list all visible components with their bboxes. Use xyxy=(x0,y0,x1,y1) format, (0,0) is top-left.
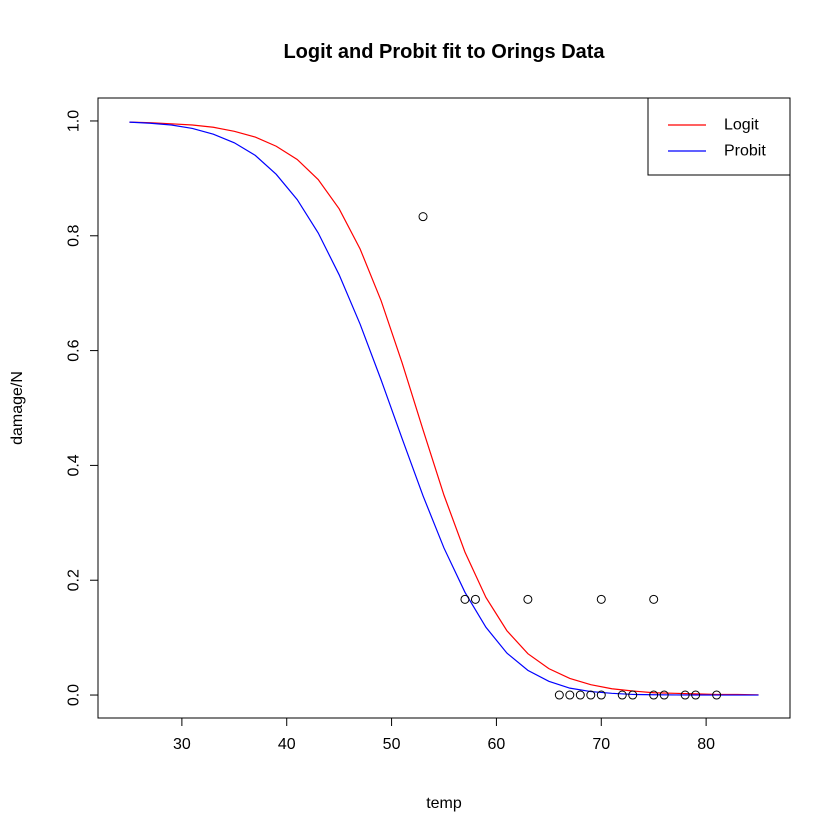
series-line-probit xyxy=(129,121,759,696)
y-axis: 0.0 0.2 0.4 0.6 0.8 1.0 xyxy=(66,110,99,706)
x-tick-label: 70 xyxy=(592,736,610,753)
y-tick-label: 0.2 xyxy=(66,569,83,591)
data-point xyxy=(565,690,575,700)
x-tick-label: 40 xyxy=(278,736,296,753)
data-point xyxy=(691,690,701,700)
x-axis-label: temp xyxy=(426,795,462,812)
x-tick-label: 30 xyxy=(173,736,191,753)
y-tick-label: 0.0 xyxy=(66,684,83,706)
data-point xyxy=(575,690,585,700)
data-point xyxy=(628,690,638,700)
data-point xyxy=(523,594,533,604)
data-point xyxy=(649,690,659,700)
data-point xyxy=(712,690,722,700)
data-point xyxy=(596,594,606,604)
data-point xyxy=(659,690,669,700)
y-tick-label: 0.8 xyxy=(66,225,83,247)
data-point xyxy=(596,690,606,700)
y-tick-label: 1.0 xyxy=(66,110,83,132)
data-point xyxy=(418,212,428,222)
x-tick-label: 50 xyxy=(383,736,401,753)
data-point xyxy=(617,690,627,700)
x-tick-label: 60 xyxy=(488,736,506,753)
data-point xyxy=(680,690,690,700)
y-axis-label: damage/N xyxy=(9,371,26,445)
legend: Logit Probit xyxy=(647,97,791,176)
legend-box xyxy=(647,97,791,176)
y-tick-label: 0.6 xyxy=(66,339,83,361)
x-tick-label: 80 xyxy=(697,736,715,753)
plot-area-border xyxy=(97,97,791,719)
legend-label-probit: Probit xyxy=(724,143,766,160)
data-point xyxy=(460,594,470,604)
data-points xyxy=(418,212,722,700)
legend-label-logit: Logit xyxy=(724,117,759,134)
data-point xyxy=(649,594,659,604)
series-lines xyxy=(129,121,759,696)
y-tick-label: 0.4 xyxy=(66,454,83,476)
chart-title: Logit and Probit fit to Orings Data xyxy=(283,41,605,63)
data-point xyxy=(586,690,596,700)
series-line-logit xyxy=(129,121,759,696)
data-point xyxy=(554,690,564,700)
data-point xyxy=(470,594,480,604)
x-axis: 30 40 50 60 70 80 xyxy=(173,717,715,753)
